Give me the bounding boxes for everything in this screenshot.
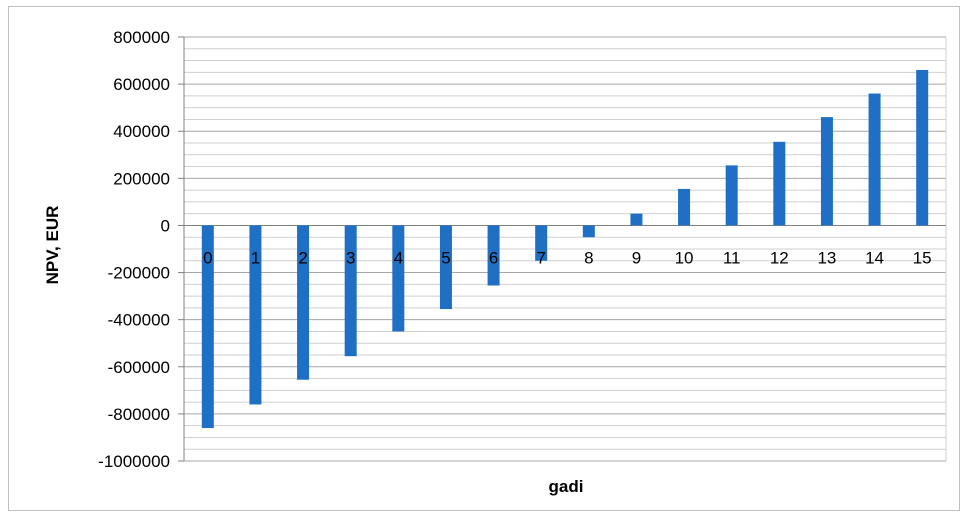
bar-0 (201, 225, 214, 429)
x-tick-label: 7 (536, 248, 545, 267)
x-tick-label: 4 (394, 248, 403, 267)
bar-2 (297, 225, 310, 380)
bar-3 (344, 225, 357, 357)
bar-5 (439, 225, 452, 310)
y-tick-label: 400000 (113, 122, 170, 141)
x-tick-label: 11 (723, 248, 741, 267)
y-tick-label: 800000 (113, 28, 170, 47)
x-tick-label: 10 (675, 248, 694, 267)
y-tick-label: 0 (161, 216, 170, 235)
x-tick-label: 0 (203, 248, 212, 267)
chart-frame (8, 6, 960, 511)
bar-6 (487, 225, 500, 286)
x-tick-label: 15 (913, 248, 932, 267)
bar-11 (725, 165, 738, 226)
y-tick-label: -600000 (108, 358, 170, 377)
y-tick-labels: 800000 600000 400000 200000 0 -200000 -400000 -… (98, 28, 170, 471)
x-tick-labels: 0 1 2 3 4 5 6 7 8 9 10 11 12 13 14 15 (203, 248, 932, 267)
y-tick-label: -400000 (108, 311, 170, 330)
bar-15 (916, 69, 929, 226)
bar-12 (773, 141, 786, 226)
x-tick-label: 3 (346, 248, 355, 267)
bar-1 (249, 225, 262, 405)
x-tick-label: 1 (251, 248, 260, 267)
y-tick-label: -800000 (108, 405, 170, 424)
x-tick-label: 6 (489, 248, 498, 267)
y-axis-title: NPV, EUR (43, 206, 62, 285)
bar-7 (535, 225, 548, 261)
bar-14 (868, 93, 881, 226)
bar-10 (678, 188, 691, 226)
x-tick-label: 5 (441, 248, 450, 267)
x-tick-label: 2 (298, 248, 307, 267)
y-tick-label: -200000 (108, 264, 170, 283)
y-tick-label: 200000 (113, 169, 170, 188)
x-tick-label: 8 (584, 248, 593, 267)
x-tick-label: 13 (817, 248, 836, 267)
x-axis-title: gadi (549, 477, 584, 496)
bar-13 (820, 117, 833, 226)
bar-8 (582, 225, 595, 238)
y-tick-label: 600000 (113, 75, 170, 94)
x-tick-label: 12 (770, 248, 789, 267)
gridlines (178, 36, 947, 462)
y-tick-label: -1000000 (98, 452, 170, 471)
bars (201, 69, 929, 429)
x-tick-label: 9 (632, 248, 641, 267)
x-tick-label: 14 (865, 248, 884, 267)
bar-4 (392, 225, 405, 332)
bar-9 (630, 213, 643, 226)
